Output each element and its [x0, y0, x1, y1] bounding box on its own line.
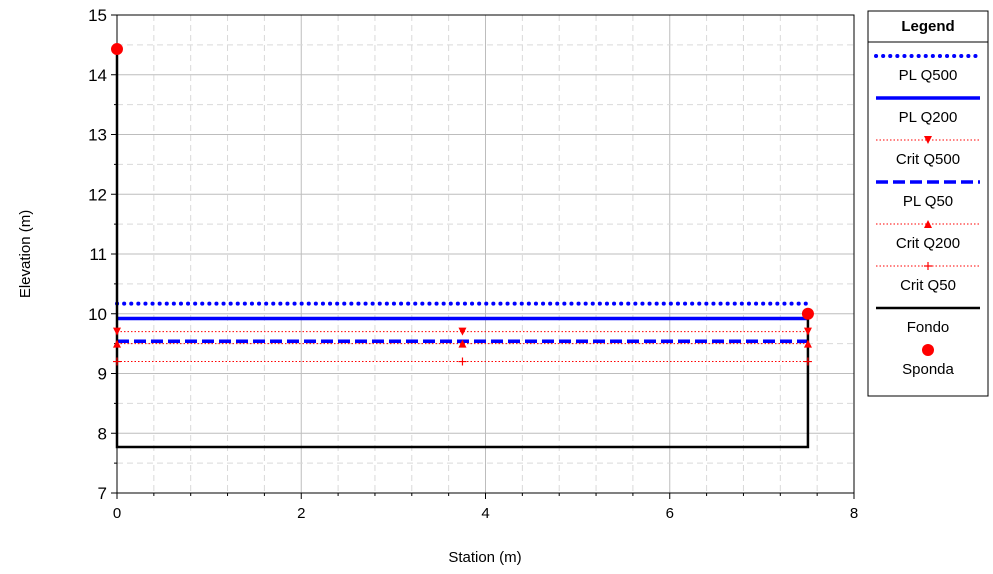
legend-label-pl-q500: PL Q500	[899, 67, 958, 84]
x-tick-label: 2	[297, 505, 305, 522]
y-tick-label: 10	[88, 305, 107, 324]
point-crit-q50	[113, 357, 121, 366]
legend-marker-crit-q500	[924, 136, 932, 144]
legend-label-fondo: Fondo	[907, 319, 950, 336]
legend-label-pl-q50: PL Q50	[903, 193, 953, 210]
point-crit-q200	[803, 339, 812, 348]
y-axis-label: Elevation (m)	[17, 210, 34, 298]
y-tick-label: 7	[98, 484, 107, 503]
legend-label-pl-q200: PL Q200	[899, 109, 958, 126]
point-crit-q50	[803, 357, 812, 366]
legend-label-crit-q50: Crit Q50	[900, 277, 956, 294]
y-tick-label: 12	[88, 185, 107, 204]
markers-layer	[111, 43, 814, 366]
point-crit-q200	[458, 339, 467, 348]
y-tick-label: 15	[88, 6, 107, 25]
point-crit-q200	[113, 339, 121, 348]
y-tick-label: 11	[89, 245, 107, 264]
legend-label-sponda: Sponda	[902, 361, 954, 378]
point-sponda	[111, 43, 123, 56]
x-tick-label: 8	[850, 505, 858, 522]
legend-marker-crit-q200	[924, 220, 932, 228]
x-tick-label: 4	[481, 505, 489, 522]
point-crit-q500	[458, 327, 467, 336]
legend-marker-sponda	[922, 344, 934, 356]
legend-label-crit-q200: Crit Q200	[896, 235, 960, 252]
legend-box	[867, 10, 989, 397]
legend-title: Legend	[901, 18, 954, 35]
legend-marker-crit-q50	[924, 262, 932, 270]
x-tick-label: 6	[666, 505, 674, 522]
y-tick-label: 13	[88, 126, 107, 145]
y-tick-label: 9	[98, 365, 107, 384]
x-tick-label: 0	[113, 505, 121, 522]
series-line-fondo	[115, 49, 810, 449]
series-layer	[115, 49, 810, 449]
grid	[117, 15, 854, 493]
legend-label-crit-q500: Crit Q500	[896, 151, 960, 168]
y-tick-label: 14	[88, 66, 107, 85]
y-tick-label: 8	[98, 424, 107, 443]
axis-ticks: 0 2 4 6 8 7 8 9 10 11 12 13 14 15	[88, 6, 858, 522]
point-crit-q500	[113, 327, 121, 336]
point-sponda	[801, 307, 814, 320]
point-crit-q50	[458, 357, 467, 366]
legend: Legend PL Q500 PL Q200 Crit Q500 PL Q50 Crit…	[867, 10, 989, 397]
point-crit-q500	[803, 327, 812, 336]
x-axis-label: Station (m)	[448, 549, 521, 566]
